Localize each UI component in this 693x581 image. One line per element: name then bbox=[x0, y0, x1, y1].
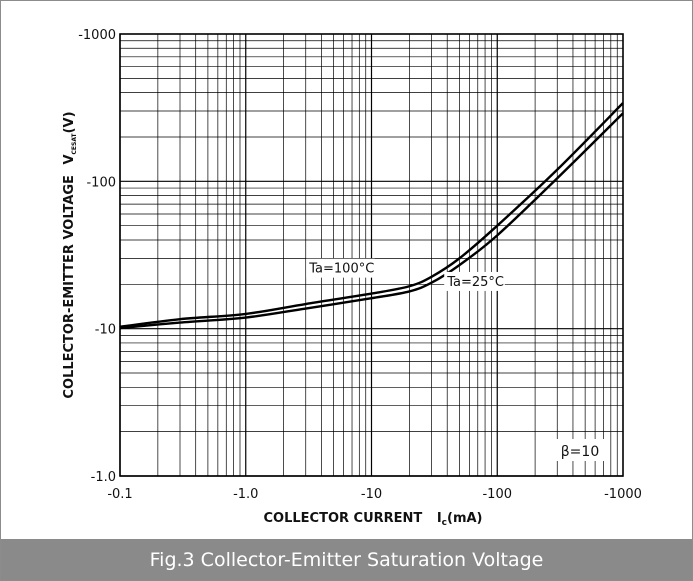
series-line-ta-25c bbox=[119, 112, 624, 330]
y-axis-label: COLLECTOR-EMITTER VOLTAGE VCESAT(V) bbox=[62, 111, 78, 398]
condition-label-bg bbox=[554, 439, 606, 461]
y-axis-symbol-sub: CESAT bbox=[71, 132, 78, 154]
series-line-ta-100c bbox=[119, 102, 624, 328]
annotation-label: Ta=25°C bbox=[446, 275, 504, 290]
y-axis-unit: (V) bbox=[62, 111, 77, 133]
caption-bar: Fig.3 Collector-Emitter Saturation Volta… bbox=[1, 539, 692, 580]
x-axis-unit: (mA) bbox=[447, 511, 483, 526]
y-axis-title: COLLECTOR-EMITTER VOLTAGE bbox=[62, 175, 77, 399]
x-tick-label: -10 bbox=[361, 487, 382, 502]
x-tick-label: -0.1 bbox=[107, 487, 132, 502]
y-tick-label: -10 bbox=[95, 323, 116, 338]
annotation-bg bbox=[444, 271, 505, 291]
x-axis-title: COLLECTOR CURRENT bbox=[264, 511, 423, 526]
x-axis-label: COLLECTOR CURRENT Ic(mA) bbox=[264, 511, 483, 528]
annotation-label: Ta=100°C bbox=[308, 262, 374, 277]
x-axis-symbol: I bbox=[437, 511, 442, 526]
condition-label: β=10 bbox=[561, 444, 599, 460]
series-layer bbox=[119, 102, 624, 330]
y-tick-label: -1.0 bbox=[91, 470, 116, 485]
chart: -0.1 -1.0 -10 -100 -1000 -1.0 -10 -100 -1000 Ta=… bbox=[62, 28, 642, 528]
x-axis-symbol-sub: c bbox=[442, 518, 447, 528]
figure-caption: Fig.3 Collector-Emitter Saturation Volta… bbox=[149, 548, 544, 571]
annotation-bg bbox=[306, 258, 375, 278]
tick-labels: -0.1 -1.0 -10 -100 -1000 -1.0 -10 -100 -1000 bbox=[78, 28, 642, 502]
x-tick-label: -1000 bbox=[604, 487, 642, 502]
y-tick-label: -1000 bbox=[78, 28, 116, 43]
y-tick-label: -100 bbox=[86, 175, 116, 190]
y-axis-symbol: V bbox=[62, 154, 77, 164]
plot-border bbox=[119, 33, 624, 477]
x-tick-label: -100 bbox=[482, 487, 512, 502]
x-tick-label: -1.0 bbox=[233, 487, 258, 502]
annotations: Ta=100°C Ta=25°C bbox=[306, 258, 505, 291]
